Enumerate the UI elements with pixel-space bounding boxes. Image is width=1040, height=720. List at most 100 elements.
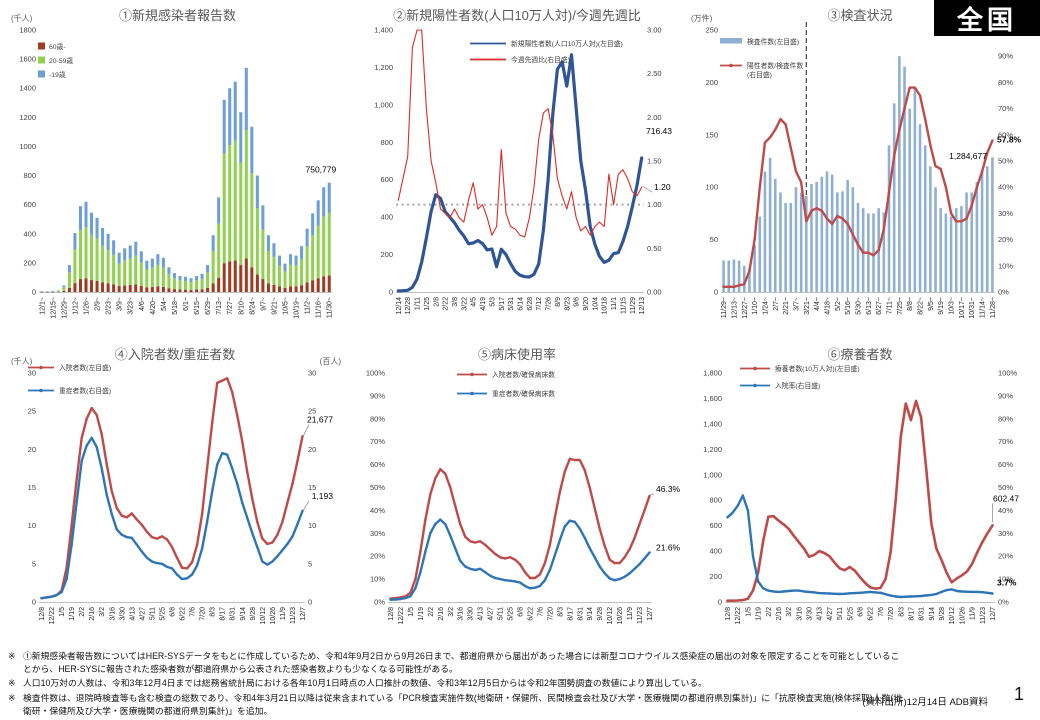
series-marker — [130, 512, 134, 515]
series-marker — [205, 520, 209, 524]
series-marker — [301, 435, 304, 438]
series-marker — [726, 516, 729, 519]
series-marker — [449, 486, 452, 489]
series-marker — [726, 599, 729, 602]
series-marker — [553, 553, 557, 557]
bar-segment — [277, 286, 282, 292]
series-marker — [825, 217, 829, 220]
bar-segment — [244, 258, 248, 292]
series-marker — [85, 444, 88, 447]
series-marker — [802, 547, 806, 550]
series-marker — [841, 217, 844, 220]
bar-segment — [255, 208, 259, 275]
bar-segment — [322, 187, 326, 217]
series-marker — [909, 418, 913, 422]
series-marker — [879, 591, 882, 595]
right-axis-tick: 20 — [308, 445, 316, 454]
series-marker — [975, 186, 979, 189]
left-axis-tick: 200 — [705, 78, 718, 87]
series-marker — [777, 590, 780, 594]
footnote-marker: ※ — [8, 651, 16, 661]
region-label: 全国 — [934, 0, 1040, 36]
x-axis-label: 5/30~ — [856, 297, 863, 315]
bar-segment — [316, 278, 320, 292]
data-annotation: 3.7% — [997, 578, 1017, 588]
bar-segment — [228, 88, 232, 146]
series-marker — [50, 595, 53, 598]
series-line — [726, 399, 994, 602]
series-marker — [748, 269, 751, 273]
x-axis-label: 10/4 — [592, 297, 599, 311]
left-axis-tick: 15 — [28, 483, 36, 492]
x-axis-label: 4/6~ — [139, 297, 146, 311]
left-axis-tick: 600 — [23, 200, 36, 209]
series-marker — [523, 571, 527, 574]
legend-swatch — [38, 56, 45, 64]
right-axis-tick: 50% — [998, 157, 1013, 166]
x-axis-label: 6/27~ — [876, 297, 883, 315]
series-marker — [200, 547, 204, 550]
x-axis-label: 3/16 — [458, 607, 465, 621]
bar-segment — [283, 263, 287, 272]
right-axis-tick: 1.00 — [647, 200, 662, 209]
left-axis-tick: 150 — [705, 130, 718, 139]
footnote-marker: ※ — [8, 678, 16, 689]
series-marker — [414, 577, 417, 581]
right-axis-tick: 0% — [998, 288, 1009, 297]
series-marker — [468, 567, 472, 570]
x-axis-label: 1/5 — [408, 607, 415, 617]
series-marker — [478, 567, 482, 570]
series-marker — [90, 406, 93, 410]
bar-segment — [327, 275, 331, 292]
left-axis-tick: 100 — [705, 183, 718, 192]
series-marker — [503, 579, 507, 582]
data-annotation: 750,779 — [306, 164, 337, 174]
left-axis-tick: 80% — [370, 414, 385, 423]
series-marker — [846, 222, 849, 226]
series-marker — [528, 587, 532, 590]
series-marker — [291, 535, 294, 538]
bar-segment — [128, 258, 132, 286]
series-marker — [970, 204, 973, 207]
x-axis-label: 2/16 — [89, 607, 96, 621]
series-marker — [608, 577, 611, 580]
bar-segment — [965, 192, 968, 292]
footnotes: ※ ①新規感染者報告数についてはHER-SYSデータをもとに作成しているため、令和… — [8, 650, 908, 719]
annotation-leader — [303, 424, 310, 436]
series-marker — [975, 590, 979, 594]
bar-segment — [211, 235, 215, 252]
x-axis-label: 7/20 — [547, 607, 554, 621]
bar-segment — [805, 195, 808, 292]
x-axis-label: 8/3 — [898, 607, 905, 617]
x-axis-label: 5/11 — [149, 607, 156, 620]
left-axis-tick: 1000 — [19, 142, 36, 151]
series-marker — [100, 432, 103, 436]
series-marker — [779, 117, 782, 121]
right-axis-tick: 80% — [998, 414, 1013, 423]
series-marker — [909, 595, 913, 598]
page-number: 1 — [1013, 684, 1024, 704]
bar-segment — [217, 197, 221, 224]
bar-segment — [266, 251, 270, 284]
series-marker — [737, 284, 741, 287]
series-marker — [934, 165, 937, 168]
x-axis-label: 9/28 — [939, 607, 946, 621]
series-marker — [889, 594, 892, 597]
bar-segment — [150, 286, 154, 292]
right-axis-tick: 90% — [998, 391, 1013, 400]
x-axis-label: 1/5 — [59, 607, 66, 617]
series-marker — [459, 559, 462, 562]
series-marker — [736, 599, 739, 602]
x-axis-label: 10/5~ — [283, 297, 290, 315]
series-marker — [523, 584, 527, 588]
legend-label: 20-59歳 — [49, 56, 73, 65]
bar-segment — [161, 267, 165, 287]
bar-segment — [62, 287, 66, 291]
series-marker — [40, 596, 43, 600]
bar-segment — [233, 140, 237, 261]
bar-segment — [737, 260, 741, 292]
series-marker — [548, 543, 552, 546]
left-axis-tick: 10 — [28, 521, 36, 530]
series-marker — [836, 214, 839, 218]
series-marker — [772, 590, 775, 593]
